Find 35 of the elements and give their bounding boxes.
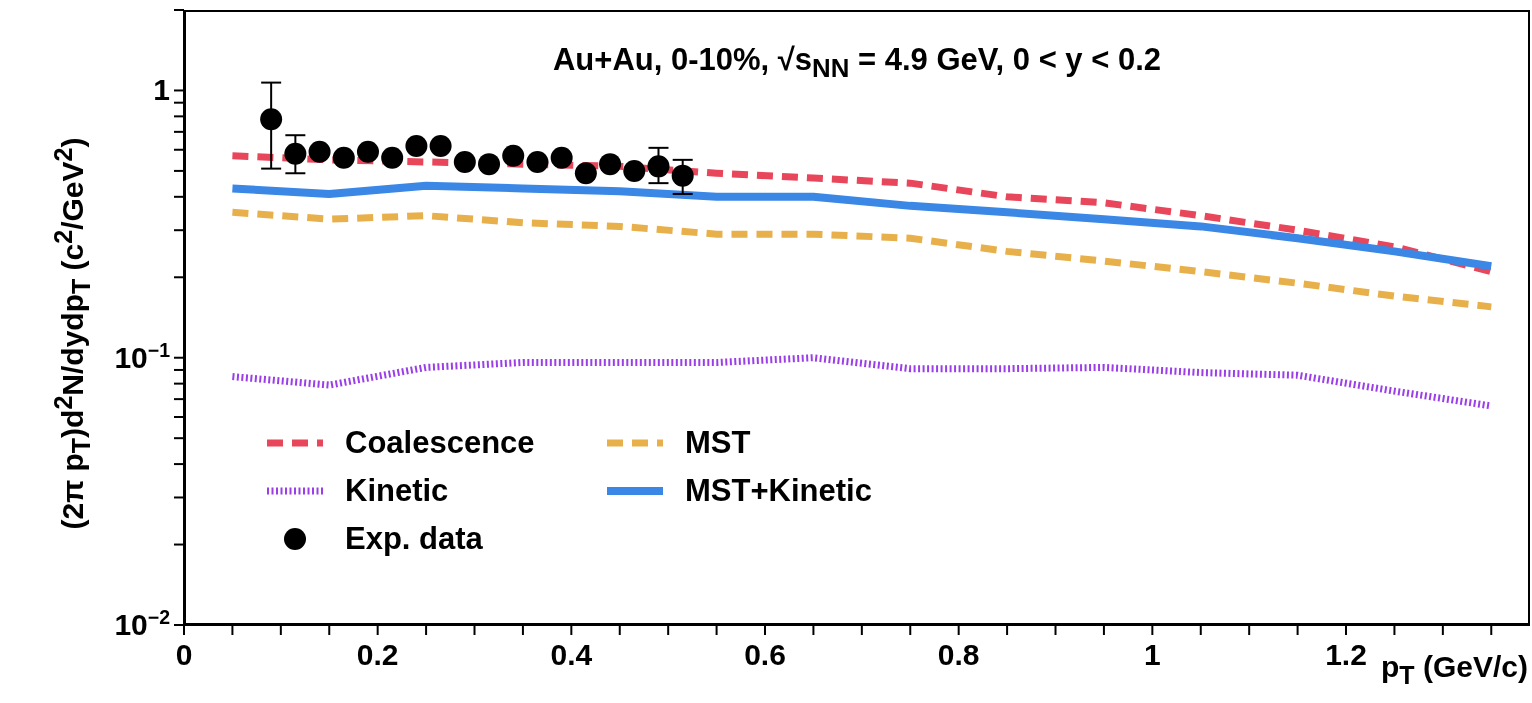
point [647, 155, 670, 178]
y-tick-label: 1 [153, 73, 170, 107]
point [405, 134, 428, 157]
point [332, 146, 355, 169]
point [671, 164, 694, 187]
point [574, 162, 597, 185]
point [381, 146, 404, 169]
x-tick-label: 0.6 [744, 638, 786, 671]
legend-label: MST [685, 425, 751, 461]
point [478, 153, 501, 176]
point [526, 150, 549, 173]
x-tick-label: 0.2 [356, 638, 399, 671]
point [453, 150, 476, 173]
text: Au+Au, 0-10%, √s$_{NN}$ = 4.9 GeV, 0 < y < 0.2 [551, 42, 1163, 84]
x-axis-title: p$_{T}$ (GeV/c) [1381, 650, 1528, 690]
point [429, 134, 452, 157]
legend-label: MST+Kinetic [685, 473, 872, 509]
point [356, 140, 379, 163]
point [550, 146, 573, 169]
point [308, 140, 331, 163]
x-tick-label: 1 [1144, 638, 1161, 671]
legend-label: Kinetic [345, 473, 449, 509]
point [599, 153, 622, 176]
point [623, 159, 646, 182]
legend-label: Exp. data [345, 521, 483, 557]
point [502, 144, 525, 167]
y-tick-label: 10$^{−2}$ [114, 606, 171, 641]
x-tick-label: 0.4 [550, 638, 593, 671]
legend-label: Coalescence [345, 425, 535, 461]
x-tick-label: 1.2 [1325, 638, 1367, 671]
x-tick-label: 0.8 [937, 638, 980, 671]
y-tick-label: 10$^{−1}$ [114, 338, 171, 374]
x-tick-label: 0 [175, 638, 193, 671]
point [260, 108, 283, 131]
point [284, 142, 307, 165]
